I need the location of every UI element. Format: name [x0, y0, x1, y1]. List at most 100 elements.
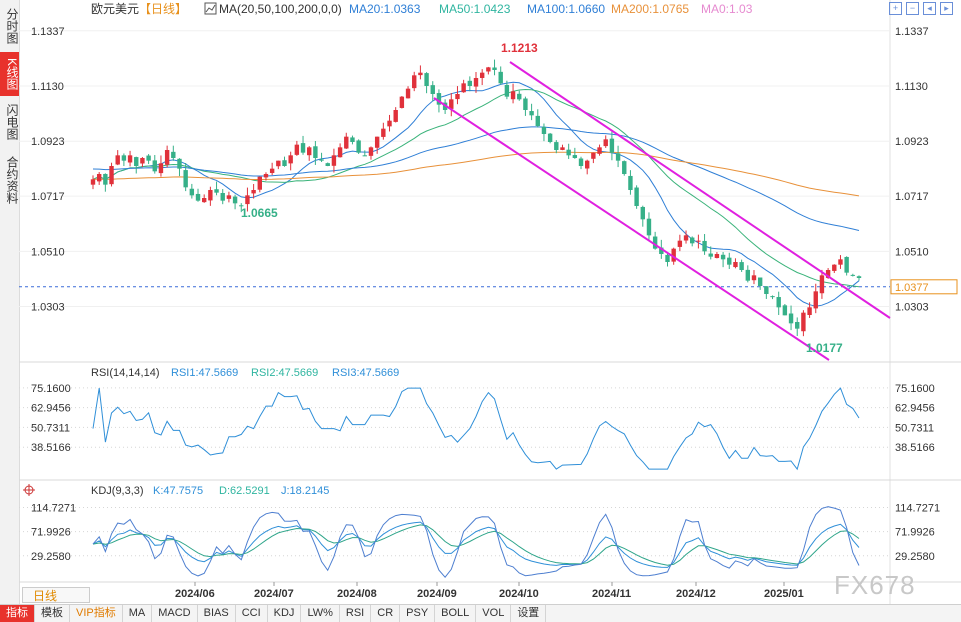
- candle-body: [121, 155, 127, 161]
- candle-body: [764, 286, 769, 294]
- candle-body: [96, 174, 102, 182]
- candle-body: [461, 83, 466, 93]
- rsi2-value: RSI2:47.5669: [251, 367, 318, 379]
- indicator-tab-cr[interactable]: CR: [371, 605, 401, 622]
- y-tick-right: 1.0923: [895, 136, 929, 148]
- tab-contract-info[interactable]: 合约资料: [5, 156, 19, 204]
- y-tick-right: 1.1130: [895, 81, 928, 93]
- y-tick-left: 1.0717: [31, 191, 65, 203]
- candle-body: [418, 72, 423, 76]
- candle-body: [269, 168, 275, 174]
- candle-body: [671, 248, 676, 262]
- candle-body: [300, 143, 306, 153]
- candle-body: [578, 158, 584, 166]
- indicator-tab--14[interactable]: 设置: [511, 605, 547, 622]
- candle-body: [646, 218, 652, 236]
- candle-body: [640, 206, 645, 220]
- candle-body: [622, 161, 627, 174]
- candle-body: [486, 67, 491, 72]
- candle-body: [603, 139, 608, 147]
- candle-body: [652, 236, 658, 249]
- tab-kline[interactable]: K线图: [0, 52, 19, 96]
- candle-body: [782, 305, 788, 316]
- tab-lightning[interactable]: 闪电图: [5, 104, 19, 140]
- candle-body: [331, 155, 337, 166]
- current-price-box: [890, 279, 958, 295]
- channel-upper-line: [509, 61, 891, 319]
- prev-icon[interactable]: ◂: [923, 2, 936, 15]
- indicator-tab-lw[interactable]: LW%: [301, 605, 340, 622]
- candle-body: [387, 120, 392, 127]
- indicator-tab--0[interactable]: 指标: [0, 605, 35, 622]
- y-tick-right: 1.1337: [895, 26, 929, 38]
- kdj-y-tick-left: 29.2580: [31, 551, 71, 563]
- indicator-tab-cci[interactable]: CCI: [236, 605, 268, 622]
- candle-body: [492, 67, 497, 70]
- kdj-y-tick-left: 114.7271: [31, 503, 76, 515]
- indicator-tab-bias[interactable]: BIAS: [198, 605, 236, 622]
- candle-body: [214, 189, 219, 193]
- kdj-k-line: [92, 521, 860, 568]
- candle-body: [807, 307, 812, 315]
- candle-body: [609, 138, 615, 153]
- indicator-tab-boll[interactable]: BOLL: [435, 605, 477, 622]
- watermark-logo: FX678: [834, 570, 916, 600]
- ma-settings-icon[interactable]: [204, 2, 217, 15]
- indicator-tab-kdj[interactable]: KDJ: [268, 605, 302, 622]
- y-tick-left: 1.0303: [31, 302, 65, 314]
- candle-body: [690, 237, 695, 244]
- candle-body: [337, 147, 343, 158]
- candle-body: [560, 147, 565, 150]
- indicator-tab--1[interactable]: 模板: [35, 605, 70, 622]
- kdj-y-tick-left: 71.9926: [31, 527, 71, 539]
- indicator-tab-psy[interactable]: PSY: [400, 605, 436, 622]
- tab-timeshare[interactable]: 分时图: [5, 8, 19, 44]
- candle-body: [696, 240, 701, 242]
- indicator-tab-ma[interactable]: MA: [123, 605, 153, 622]
- candle-body: [498, 71, 503, 84]
- kdj-label: KDJ(9,3,3): [91, 485, 144, 497]
- candle-body: [467, 80, 473, 86]
- indicator-tab-rsi[interactable]: RSI: [340, 605, 372, 622]
- candle-body: [393, 110, 398, 122]
- indicator-tab-vol[interactable]: VOL: [476, 605, 512, 622]
- candle-body: [232, 196, 238, 204]
- candle-body: [362, 155, 368, 157]
- zoom-in-icon[interactable]: +: [889, 2, 902, 15]
- indicator-tab-macd[interactable]: MACD: [152, 605, 198, 622]
- indicator-tab-vip[interactable]: VIP指标: [70, 605, 123, 622]
- candle-body: [140, 158, 145, 164]
- candle-body: [195, 193, 201, 201]
- kdj-j-line: [92, 506, 860, 578]
- candle-body: [381, 128, 386, 137]
- channel-lower-line: [433, 97, 830, 361]
- candle-body: [714, 254, 720, 259]
- candle-body: [220, 192, 225, 201]
- x-tick-label: 2024/12: [676, 588, 716, 600]
- candle-body: [838, 259, 843, 265]
- candle-body: [374, 136, 380, 148]
- candle-body: [720, 254, 726, 260]
- left-tab-bar: 分时图 K线图 闪电图 合约资料: [0, 0, 20, 604]
- kline-chart[interactable]: 欧元美元 【日线】 MA(20,50,100,200,0,0) MA20:1.0…: [19, 0, 961, 604]
- candle-body: [541, 126, 547, 134]
- candle-body: [504, 84, 510, 97]
- candle-body: [356, 140, 361, 153]
- rsi-y-tick-left: 75.1600: [31, 383, 71, 395]
- candle-body: [702, 240, 707, 252]
- candle-body: [473, 78, 479, 87]
- candle-body: [832, 264, 837, 271]
- zoom-out-icon[interactable]: −: [906, 2, 919, 15]
- candle-body: [677, 240, 683, 247]
- x-tick-label: 2024/06: [175, 588, 215, 600]
- period-button[interactable]: 日线: [22, 587, 90, 603]
- rsi-y-tick-left: 50.7311: [31, 422, 70, 434]
- candle-body: [455, 94, 460, 100]
- candle-body: [479, 72, 485, 78]
- toolbar-icons: + − ◂ ▸: [889, 2, 953, 15]
- candle-body: [727, 257, 732, 265]
- crosshair-icon[interactable]: [23, 484, 35, 496]
- candle-body: [282, 160, 287, 166]
- next-icon[interactable]: ▸: [940, 2, 953, 15]
- ma50-value: MA50:1.0423: [439, 2, 511, 16]
